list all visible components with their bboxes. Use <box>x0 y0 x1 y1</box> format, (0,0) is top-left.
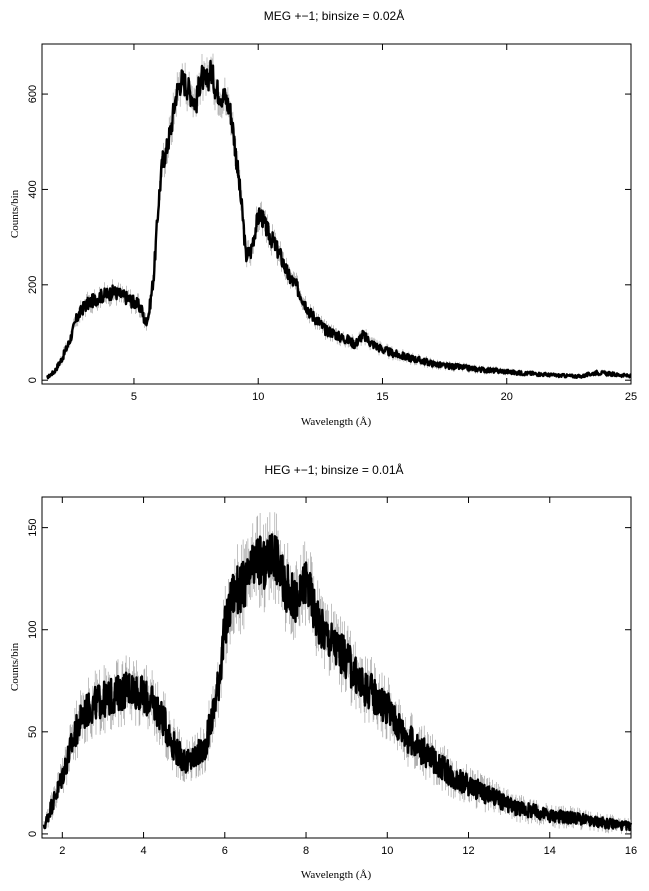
heg-x-tick-label: 6 <box>222 845 228 857</box>
heg-y-tick-label: 50 <box>27 726 39 738</box>
meg-x-tick-label: 20 <box>501 391 513 403</box>
heg-panel-title: HEG +−1; binsize = 0.01Å <box>264 462 403 477</box>
heg-x-tick-label: 16 <box>625 845 637 857</box>
meg-y-tick-label: 200 <box>27 276 39 294</box>
heg-panel: HEG +−1; binsize = 0.01Å 2 4 6 8 10 12 14 16 0 50… <box>9 462 637 881</box>
meg-x-tick-label: 5 <box>131 391 137 403</box>
meg-axis-ticks: 5 10 15 20 25 0 200 400 600 <box>27 44 637 403</box>
meg-plot-frame <box>41 43 632 385</box>
meg-y-tick-label: 0 <box>27 377 39 383</box>
heg-x-axis-label: Wavelength (Å) <box>301 869 372 881</box>
meg-x-tick-label: 10 <box>252 391 264 403</box>
heg-error-bars <box>43 512 631 834</box>
heg-y-tick-label: 0 <box>27 831 39 837</box>
heg-plot-frame <box>41 496 632 839</box>
meg-panel: MEG +−1; binsize = 0.02Å 5 10 15 20 25 0 200 40… <box>9 8 637 428</box>
meg-x-tick-label: 25 <box>625 391 637 403</box>
meg-spectrum-line <box>46 59 632 380</box>
heg-x-tick-label: 2 <box>59 845 65 857</box>
meg-y-tick-label: 600 <box>27 85 39 103</box>
heg-x-tick-label: 12 <box>462 845 474 857</box>
heg-spectrum-line <box>42 533 633 832</box>
meg-x-tick-label: 15 <box>376 391 388 403</box>
meg-x-axis-label: Wavelength (Å) <box>301 416 372 428</box>
heg-y-tick-label: 100 <box>27 621 39 639</box>
heg-x-tick-label: 14 <box>544 845 556 857</box>
meg-y-tick-label: 400 <box>27 180 39 198</box>
heg-y-axis-label: Counts/bin <box>9 642 21 691</box>
heg-x-tick-label: 8 <box>303 845 309 857</box>
meg-y-axis-label: Counts/bin <box>9 189 21 238</box>
heg-x-tick-label: 4 <box>140 845 146 857</box>
heg-axis-ticks: 2 4 6 8 10 12 14 16 0 50 100 150 <box>27 497 637 857</box>
meg-panel-title: MEG +−1; binsize = 0.02Å <box>264 8 404 23</box>
meg-error-bars <box>46 53 631 380</box>
heg-y-tick-label: 150 <box>27 518 39 536</box>
heg-x-tick-label: 10 <box>381 845 393 857</box>
